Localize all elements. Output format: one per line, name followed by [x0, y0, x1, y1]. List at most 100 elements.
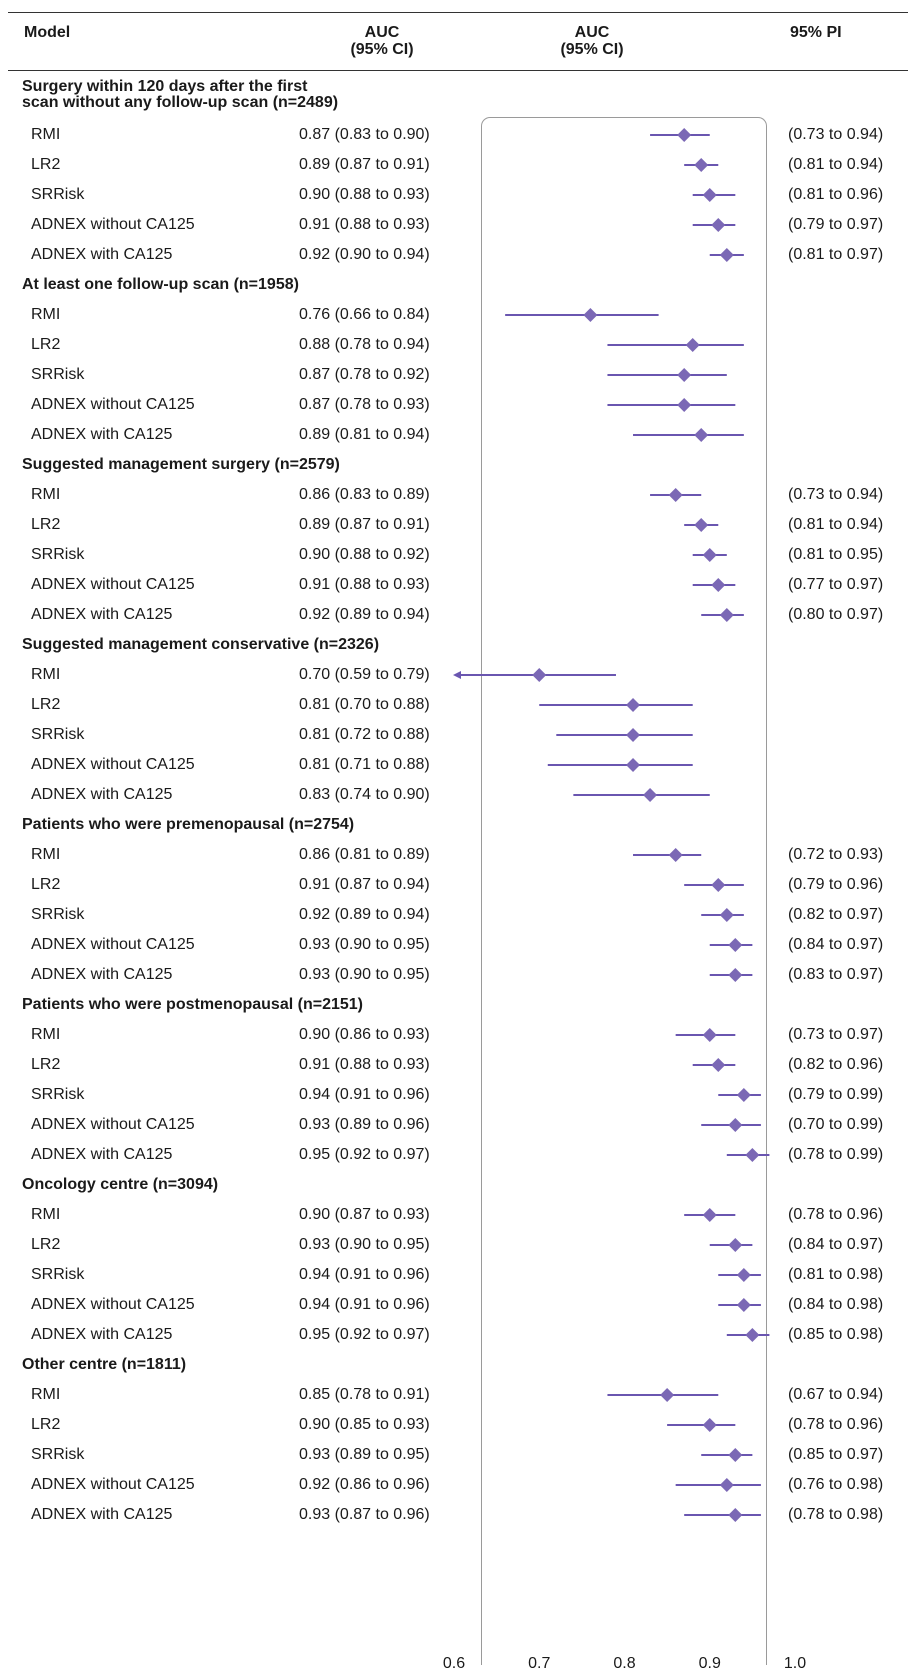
row-auc-value: 0.91 (0.88 to 0.93)	[299, 216, 430, 233]
estimate-diamond	[728, 938, 743, 952]
row-pi-value: (0.81 to 0.97)	[788, 246, 884, 263]
row-auc-value: 0.86 (0.81 to 0.89)	[299, 846, 430, 863]
x-tick-label: 1.0	[783, 1655, 807, 1672]
row-model-label: ADNEX with CA125	[31, 246, 173, 263]
row-auc-value: 0.90 (0.86 to 0.93)	[299, 1026, 430, 1043]
row-pi-value: (0.85 to 0.98)	[788, 1326, 884, 1343]
row-model-label: RMI	[31, 486, 61, 503]
plot-frame	[481, 117, 767, 1665]
header-auc: AUC (95% CI)	[350, 24, 414, 58]
row-pi-value: (0.73 to 0.94)	[788, 126, 884, 143]
row-auc-value: 0.92 (0.90 to 0.94)	[299, 246, 430, 263]
row-model-label: SRRisk	[31, 546, 85, 563]
estimate-diamond	[736, 1088, 751, 1102]
estimate-diamond	[702, 1418, 717, 1432]
row-pi-value: (0.84 to 0.97)	[788, 1236, 884, 1253]
estimate-diamond	[643, 788, 658, 802]
group-title: Suggested management conservative (n=232…	[22, 636, 380, 653]
row-pi-value: (0.78 to 0.96)	[788, 1416, 884, 1433]
row-auc-value: 0.92 (0.89 to 0.94)	[299, 906, 430, 923]
header-rule	[8, 70, 908, 71]
estimate-diamond	[626, 728, 641, 742]
row-auc-value: 0.89 (0.87 to 0.91)	[299, 516, 430, 533]
row-auc-value: 0.95 (0.92 to 0.97)	[299, 1146, 430, 1163]
row-pi-value: (0.80 to 0.97)	[788, 606, 884, 623]
row-auc-value: 0.87 (0.78 to 0.92)	[299, 366, 430, 383]
estimate-diamond	[677, 368, 692, 382]
estimate-diamond	[745, 1328, 760, 1342]
row-model-label: LR2	[31, 516, 61, 533]
group-title: At least one follow-up scan (n=1958)	[22, 276, 299, 293]
row-model-label: SRRisk	[31, 366, 85, 383]
row-auc-value: 0.93 (0.90 to 0.95)	[299, 1236, 430, 1253]
row-auc-value: 0.81 (0.70 to 0.88)	[299, 696, 430, 713]
estimate-diamond	[668, 848, 683, 862]
row-pi-value: (0.81 to 0.98)	[788, 1266, 884, 1283]
row-model-label: RMI	[31, 1386, 61, 1403]
estimate-diamond	[583, 308, 598, 322]
estimate-diamond	[677, 398, 692, 412]
row-pi-value: (0.82 to 0.96)	[788, 1056, 884, 1073]
row-auc-value: 0.90 (0.88 to 0.93)	[299, 186, 430, 203]
row-model-label: RMI	[31, 126, 61, 143]
row-pi-value: (0.79 to 0.99)	[788, 1086, 884, 1103]
row-pi-value: (0.81 to 0.96)	[788, 186, 884, 203]
row-auc-value: 0.87 (0.78 to 0.93)	[299, 396, 430, 413]
group-title: Other centre (n=1811)	[22, 1356, 187, 1373]
row-auc-value: 0.91 (0.88 to 0.93)	[299, 576, 430, 593]
estimate-diamond	[694, 518, 709, 532]
row-model-label: LR2	[31, 1056, 61, 1073]
row-pi-value: (0.79 to 0.97)	[788, 216, 884, 233]
row-model-label: RMI	[31, 1026, 61, 1043]
row-pi-value: (0.84 to 0.98)	[788, 1296, 884, 1313]
estimate-diamond	[728, 1118, 743, 1132]
row-model-label: RMI	[31, 1206, 61, 1223]
estimate-diamond	[668, 488, 683, 502]
row-model-label: ADNEX with CA125	[31, 1326, 173, 1343]
row-model-label: LR2	[31, 1416, 61, 1433]
row-pi-value: (0.83 to 0.97)	[788, 966, 884, 983]
row-auc-value: 0.93 (0.89 to 0.96)	[299, 1116, 430, 1133]
estimate-diamond	[719, 608, 734, 622]
row-pi-value: (0.73 to 0.94)	[788, 486, 884, 503]
row-auc-value: 0.70 (0.59 to 0.79)	[299, 666, 430, 683]
estimate-diamond	[728, 968, 743, 982]
row-model-label: ADNEX without CA125	[31, 1476, 195, 1493]
estimate-diamond	[677, 128, 692, 142]
estimate-diamond	[711, 218, 726, 232]
estimate-diamond	[702, 548, 717, 562]
row-auc-value: 0.89 (0.81 to 0.94)	[299, 426, 430, 443]
group-title: Patients who were postmenopausal (n=2151…	[22, 996, 363, 1013]
estimate-diamond	[711, 578, 726, 592]
row-model-label: SRRisk	[31, 726, 85, 743]
estimate-diamond	[728, 1238, 743, 1252]
row-auc-value: 0.85 (0.78 to 0.91)	[299, 1386, 430, 1403]
row-auc-value: 0.91 (0.88 to 0.93)	[299, 1056, 430, 1073]
estimate-diamond	[532, 668, 547, 682]
row-pi-value: (0.78 to 0.99)	[788, 1146, 884, 1163]
x-tick-label: 0.6	[442, 1655, 466, 1672]
row-auc-value: 0.92 (0.89 to 0.94)	[299, 606, 430, 623]
ci-arrow	[453, 671, 461, 679]
row-model-label: LR2	[31, 156, 61, 173]
estimate-diamond	[745, 1148, 760, 1162]
estimate-diamond	[660, 1388, 675, 1402]
estimate-diamond	[728, 1508, 743, 1522]
estimate-diamond	[702, 1208, 717, 1222]
row-model-label: SRRisk	[31, 1266, 85, 1283]
estimate-diamond	[719, 1478, 734, 1492]
row-auc-value: 0.92 (0.86 to 0.96)	[299, 1476, 430, 1493]
row-model-label: LR2	[31, 336, 61, 353]
row-pi-value: (0.78 to 0.98)	[788, 1506, 884, 1523]
row-model-label: SRRisk	[31, 1446, 85, 1463]
row-pi-value: (0.81 to 0.94)	[788, 156, 884, 173]
estimate-diamond	[626, 698, 641, 712]
row-model-label: ADNEX without CA125	[31, 1116, 195, 1133]
row-model-label: ADNEX with CA125	[31, 1146, 173, 1163]
header-auc-plot: AUC (95% CI)	[560, 24, 624, 58]
row-pi-value: (0.85 to 0.97)	[788, 1446, 884, 1463]
estimate-diamond	[702, 1028, 717, 1042]
row-pi-value: (0.73 to 0.97)	[788, 1026, 884, 1043]
row-auc-value: 0.88 (0.78 to 0.94)	[299, 336, 430, 353]
